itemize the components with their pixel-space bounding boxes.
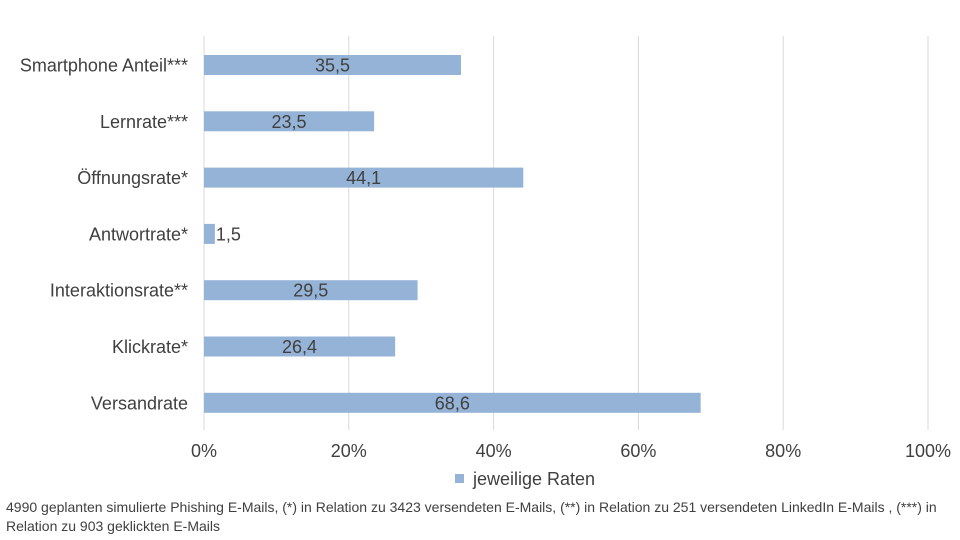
y-category-label: Interaktionsrate** [50,281,188,301]
x-tick-label: 40% [476,441,512,461]
bar-7 [204,392,701,413]
y-category-label: Lernrate*** [100,112,188,132]
chart-canvas: 0% 20% 40% 60% 80% 100% Smartphone Anteil*** 35… [20,36,951,489]
x-tick-label: 20% [331,441,367,461]
y-category-label: Versandrate [91,393,188,413]
bar-3 [204,167,524,188]
bar-data-label: 35,5 [315,56,350,76]
y-category-label: Antwortrate* [89,224,188,244]
y-category-label: Smartphone Anteil*** [20,56,188,76]
x-tick-label: 100% [905,441,951,461]
bar-6 [204,336,396,357]
bar-5 [204,280,418,301]
y-category-label: Klickrate* [112,337,188,357]
x-tick-label: 0% [191,441,217,461]
bar-data-label: 29,5 [293,281,328,301]
x-tick-label: 80% [765,441,801,461]
bar-4 [204,223,215,244]
bar-chart: 0% 20% 40% 60% 80% 100% Smartphone Anteil*** 35… [20,36,951,489]
legend-label: jeweilige Raten [472,469,595,489]
bar-data-label: 23,5 [272,112,307,132]
x-tick-label: 60% [620,441,656,461]
bar-data-label: 44,1 [346,168,381,188]
bar-data-label: 26,4 [282,337,317,357]
bar-data-label: 1,5 [216,224,241,244]
bar-data-label: 68,6 [435,393,470,413]
legend-swatch [455,474,464,483]
bar-1 [204,55,462,75]
bar-2 [204,111,375,132]
chart-footnote: 4990 geplanten simulierte Phishing E-Mai… [6,499,937,534]
y-category-label: Öffnungsrate* [77,168,188,188]
